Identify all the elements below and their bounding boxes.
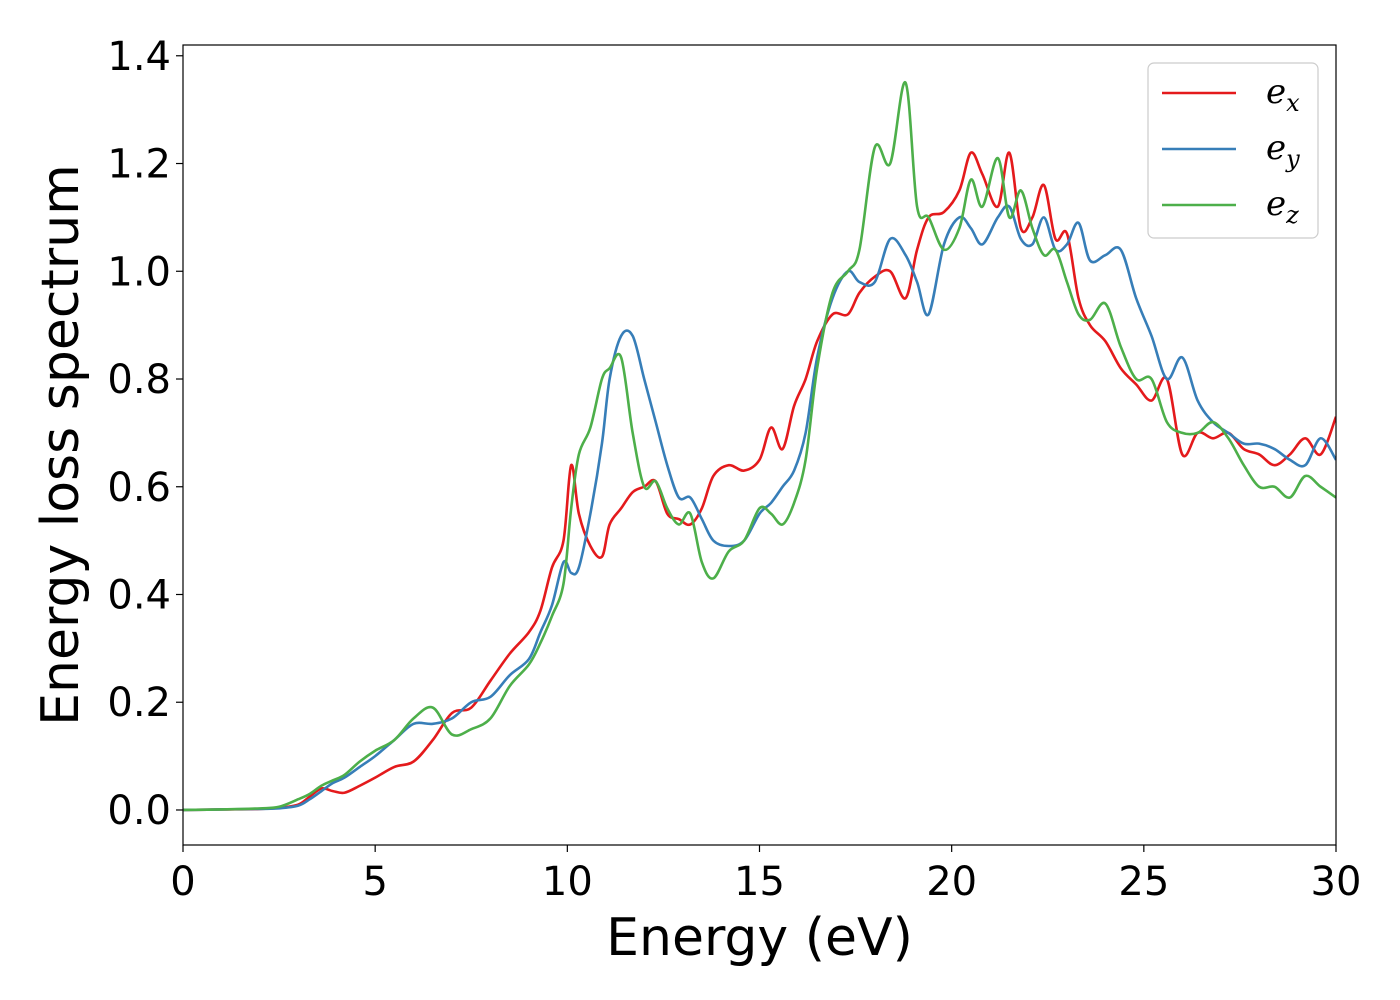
legend-entry-subscript: y: [1285, 145, 1300, 173]
legend-entry-base: e: [1266, 184, 1286, 224]
legend-entry-base: e: [1266, 128, 1286, 168]
legend-entry: ex: [1266, 72, 1300, 117]
series-layer: [183, 81, 1336, 812]
y-tick-label: 0.8: [107, 357, 171, 403]
y-tick-label: 1.2: [107, 142, 171, 188]
legend-entry: ez: [1266, 184, 1299, 229]
legend-entry-subscript: z: [1285, 201, 1299, 229]
legend-entry-subscript: x: [1286, 89, 1300, 117]
x-tick-label: 20: [926, 859, 977, 905]
y-axis-ticks: 0.0 0.2 0.4 0.6 0.8 1.0 1.2 1.4: [107, 34, 183, 834]
y-tick-label: 0.0: [107, 788, 171, 834]
x-tick-label: 10: [542, 859, 593, 905]
legend-box: [1147, 62, 1319, 239]
x-axis-label: Energy (eV): [606, 908, 913, 968]
x-tick-label: 5: [362, 859, 387, 905]
x-axis-ticks: 0 5 10 15 20 25 30: [170, 845, 1361, 905]
y-tick-label: 0.4: [107, 572, 171, 618]
x-tick-label: 25: [1118, 859, 1169, 905]
legend-entry: ey: [1266, 128, 1300, 173]
y-tick-label: 0.2: [107, 680, 171, 726]
y-axis-label: Energy loss spectrum: [31, 164, 91, 726]
legend-entry-base: e: [1266, 72, 1286, 112]
y-tick-label: 0.6: [107, 465, 171, 511]
x-tick-label: 0: [170, 859, 195, 905]
y-tick-label: 1.4: [107, 34, 171, 80]
series-line-ez: [183, 81, 1336, 812]
series-line-ex: [183, 151, 1336, 812]
x-tick-label: 30: [1311, 859, 1362, 905]
series-line-ey: [183, 204, 1336, 812]
x-tick-label: 15: [734, 859, 785, 905]
y-tick-label: 1.0: [107, 249, 171, 295]
